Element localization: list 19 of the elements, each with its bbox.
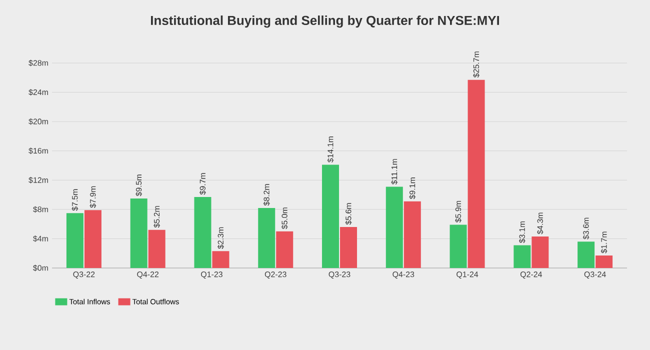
bar — [276, 231, 294, 268]
bar — [532, 236, 549, 268]
bar — [514, 245, 531, 268]
bar — [212, 251, 230, 268]
bar — [130, 198, 148, 268]
bar — [386, 186, 403, 268]
chart-title: Institutional Buying and Selling by Quarter for NYSE:MYI — [151, 16, 500, 28]
bar — [340, 227, 358, 268]
bar — [84, 210, 102, 268]
bar — [322, 164, 340, 268]
bar — [404, 201, 421, 268]
bar — [596, 256, 613, 268]
bar — [450, 224, 467, 268]
bar — [468, 80, 485, 268]
bar — [194, 196, 212, 268]
bar — [148, 230, 166, 268]
bar — [258, 208, 276, 268]
bar — [66, 213, 84, 268]
bar — [578, 242, 595, 268]
